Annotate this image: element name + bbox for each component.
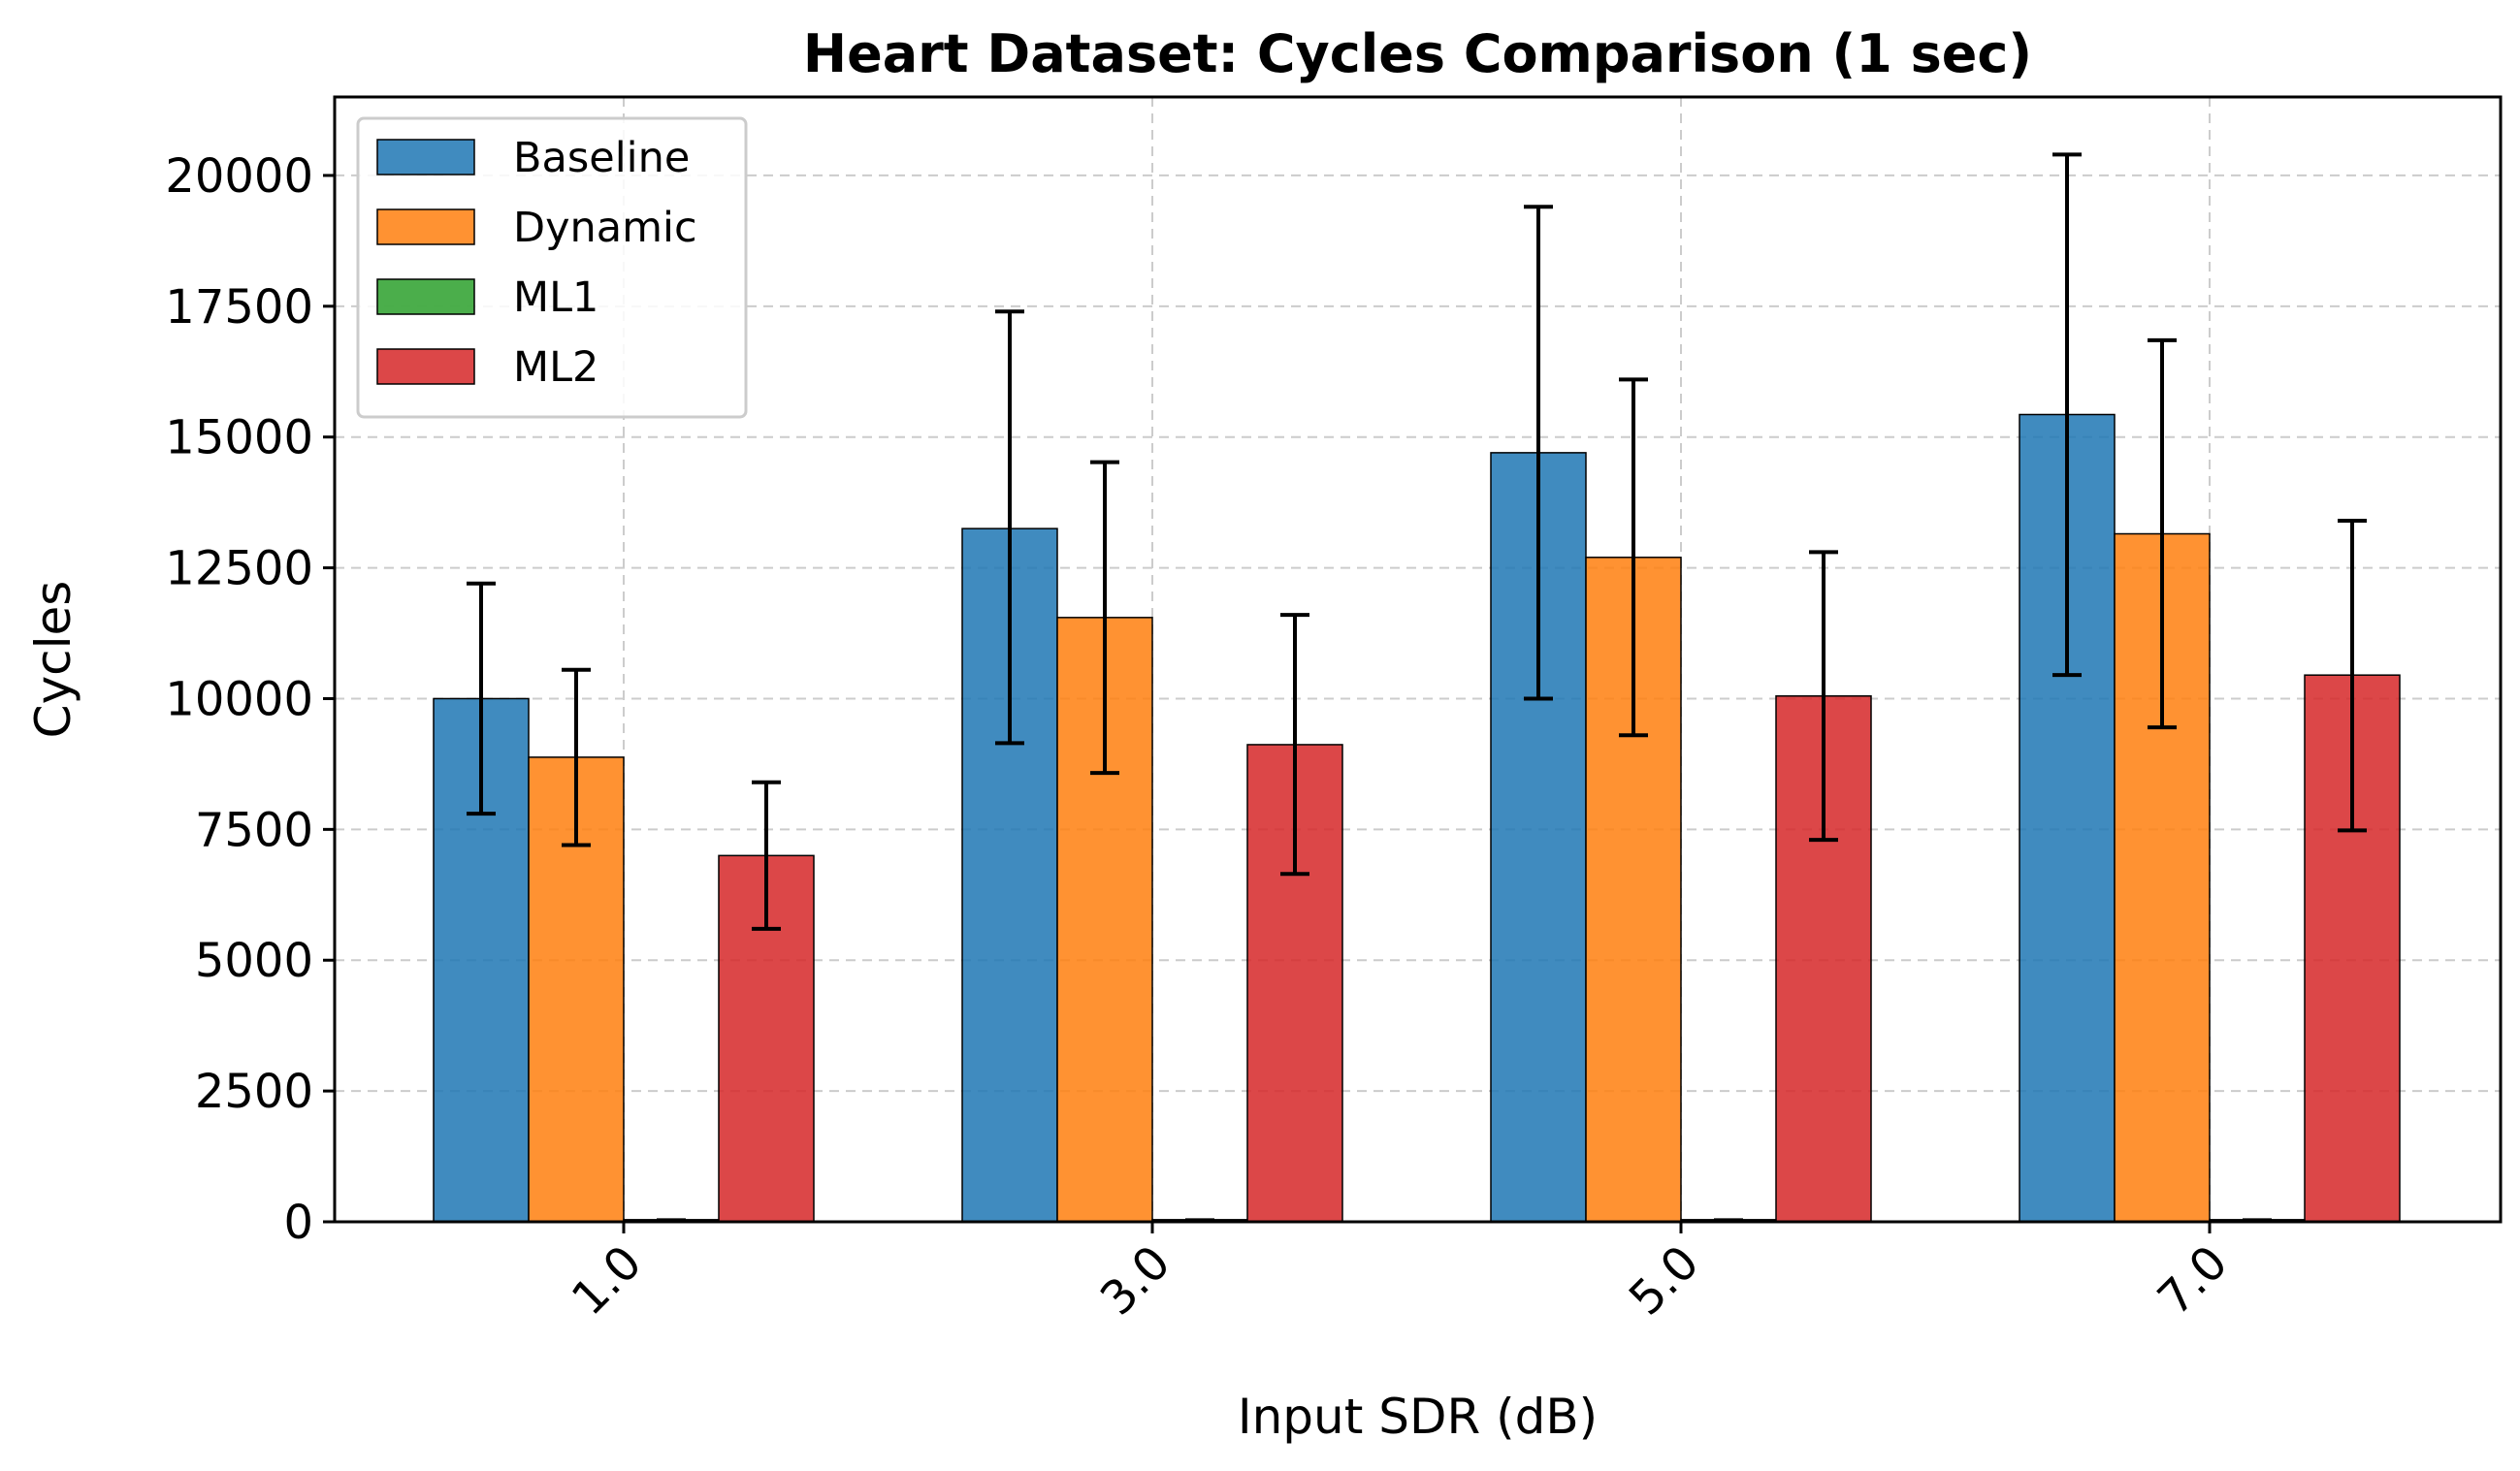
legend-label-dynamic: Dynamic bbox=[513, 204, 697, 252]
plot-frame bbox=[333, 95, 2503, 1224]
y-tick-label: 15000 bbox=[165, 411, 313, 465]
legend-label-baseline: Baseline bbox=[513, 134, 690, 182]
legend-swatch-ml1 bbox=[376, 278, 475, 315]
y-tick-label: 0 bbox=[283, 1196, 313, 1250]
chart-title: Heart Dataset: Cycles Comparison (1 sec) bbox=[803, 23, 2032, 84]
y-tick-label: 5000 bbox=[195, 934, 313, 988]
y-axis-ticks: 0 2500 5000 7500 10000 12500 15000 17500 20000 bbox=[165, 149, 335, 1250]
legend-label-ml2: ML2 bbox=[513, 343, 598, 392]
y-tick-label: 2500 bbox=[195, 1065, 313, 1119]
y-tick-label: 7500 bbox=[195, 803, 313, 857]
legend-box bbox=[356, 116, 748, 419]
legend-label-ml1: ML1 bbox=[513, 273, 598, 322]
legend-swatch-dynamic bbox=[376, 208, 475, 245]
y-tick-label: 20000 bbox=[165, 149, 313, 204]
error-bars bbox=[467, 152, 2367, 1222]
legend: Baseline Dynamic ML1 ML2 bbox=[356, 116, 748, 419]
y-axis-label: Cycles bbox=[25, 581, 81, 739]
x-axis-label: Input SDR (dB) bbox=[1238, 1389, 1598, 1445]
y-tick-label: 12500 bbox=[165, 542, 313, 596]
legend-swatch-baseline bbox=[376, 139, 475, 176]
legend-swatch-ml2 bbox=[376, 348, 475, 385]
y-tick-label: 10000 bbox=[165, 672, 313, 726]
y-tick-label: 17500 bbox=[165, 280, 313, 335]
